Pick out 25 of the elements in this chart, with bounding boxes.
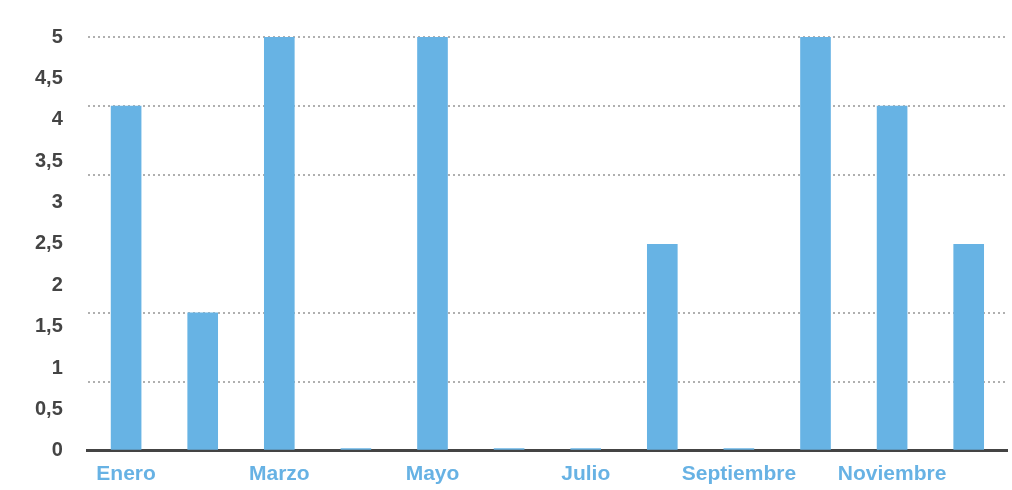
x-tick-label: Noviembre [837, 461, 947, 485]
y-tick-label: 2 [51, 272, 63, 295]
bar [417, 37, 448, 450]
bar [800, 37, 831, 450]
y-tick-label: 4,5 [34, 65, 63, 88]
y-tick-label: 3,5 [34, 148, 63, 171]
y-tick-label: 1,5 [34, 314, 63, 337]
bar [263, 37, 295, 450]
y-tick-label: 4 [51, 107, 64, 130]
bar [646, 243, 678, 450]
x-tick-label: Mayo [405, 461, 460, 485]
bar [187, 312, 219, 450]
x-tick-label: Julio [561, 461, 611, 485]
bar [876, 105, 908, 450]
y-tick-label: 0 [51, 438, 63, 461]
y-tick-label: 2,5 [34, 231, 63, 254]
y-tick-label: 5 [51, 24, 63, 47]
y-tick-label: 3 [51, 190, 63, 213]
bar [110, 105, 142, 450]
y-tick-label: 1 [51, 355, 63, 378]
y-tick-label: 0,5 [34, 396, 63, 419]
x-tick-label: Enero [96, 461, 156, 485]
x-tick-label: Septiembre [681, 461, 797, 485]
x-tick-label: Marzo [248, 461, 310, 485]
bar [953, 243, 985, 450]
